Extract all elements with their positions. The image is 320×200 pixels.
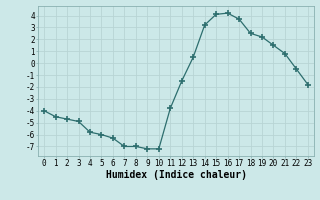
X-axis label: Humidex (Indice chaleur): Humidex (Indice chaleur) [106, 170, 246, 180]
